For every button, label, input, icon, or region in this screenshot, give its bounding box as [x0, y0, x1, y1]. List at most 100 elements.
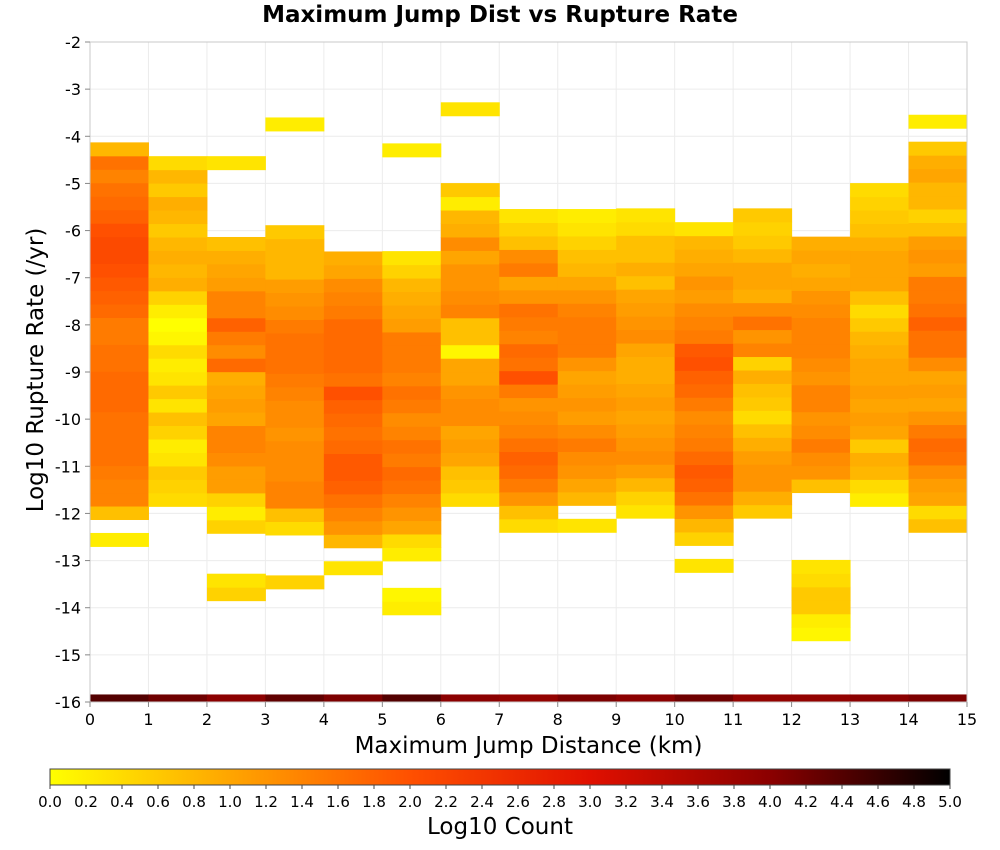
heatmap-cell: [323, 413, 383, 428]
heatmap-cell: [791, 559, 851, 574]
heatmap-cell: [850, 250, 910, 265]
heatmap-cell: [265, 359, 325, 374]
heatmap-cell: [90, 357, 149, 372]
heatmap-cell: [557, 289, 617, 304]
heatmap-cell: [908, 303, 968, 318]
heatmap-cell: [323, 278, 383, 293]
heatmap-cell: [908, 694, 968, 702]
heatmap-cell: [791, 398, 851, 413]
heatmap-cell: [90, 384, 149, 399]
heatmap-cell: [908, 411, 968, 426]
heatmap-cell: [265, 279, 325, 294]
heatmap-cell: [440, 223, 500, 238]
heatmap-cell: [733, 208, 793, 223]
heatmap-cell: [908, 478, 968, 493]
heatmap-cell: [674, 356, 734, 371]
heatmap-cell: [733, 694, 793, 702]
colorbar-tick-label: 3.0: [578, 793, 602, 811]
heatmap-cell: [265, 494, 325, 509]
heatmap-cell: [90, 438, 149, 453]
heatmap-cell: [90, 196, 149, 211]
heatmap-cell: [440, 694, 500, 702]
heatmap-cell: [265, 575, 325, 590]
heatmap-cell: [557, 478, 617, 493]
heatmap-cell: [674, 491, 734, 506]
heatmap-cell: [674, 370, 734, 385]
heatmap-cell: [206, 587, 266, 602]
heatmap-cell: [90, 425, 149, 440]
heatmap-cell: [265, 346, 325, 361]
heatmap-cell: [90, 506, 149, 520]
heatmap-cell: [265, 400, 325, 415]
heatmap-cell: [908, 276, 968, 291]
heatmap-cell: [908, 168, 968, 183]
heatmap-cell: [791, 627, 851, 642]
x-axis-label: Maximum Jump Distance (km): [354, 733, 703, 759]
heatmap-cell: [850, 210, 910, 225]
heatmap-cell: [791, 344, 851, 359]
heatmap-cell: [382, 399, 442, 414]
heatmap-cell: [616, 383, 676, 398]
heatmap-cell: [674, 694, 734, 702]
colorbar-tick-label: 1.6: [326, 793, 350, 811]
heatmap-cell: [382, 305, 442, 319]
heatmap-cell: [382, 439, 442, 454]
heatmap-cell: [499, 384, 559, 399]
x-tick-label: 1: [143, 710, 153, 729]
heatmap-cell: [908, 262, 968, 277]
heatmap-cell: [90, 250, 149, 265]
heatmap-cell: [265, 252, 325, 267]
heatmap-cell: [850, 479, 910, 494]
x-tick-label: 11: [723, 710, 743, 729]
heatmap-cell: [733, 396, 793, 411]
heatmap-cell: [674, 276, 734, 291]
colorbar-tick-label: 4.0: [758, 793, 782, 811]
heatmap-cell: [382, 291, 442, 306]
heatmap-cell: [382, 264, 442, 279]
x-tick-label: 8: [553, 710, 563, 729]
heatmap-cell: [323, 480, 383, 495]
heatmap-cell: [850, 358, 910, 373]
heatmap-cell: [791, 425, 851, 440]
heatmap-cell: [265, 454, 325, 469]
heatmap-cell: [616, 504, 676, 519]
colorbar-tick-label: 3.2: [614, 793, 638, 811]
heatmap-cell: [733, 491, 793, 506]
colorbar-tick-label: 2.2: [434, 793, 458, 811]
heatmap-cell: [206, 412, 266, 427]
heatmap-cell: [908, 235, 968, 250]
heatmap-cell: [616, 275, 676, 290]
x-tick-label: 10: [664, 710, 684, 729]
heatmap-cell: [148, 223, 208, 238]
heatmap-cell: [850, 385, 910, 400]
heatmap-cell: [557, 276, 617, 291]
heatmap-cell: [616, 221, 676, 236]
heatmap-cell: [90, 479, 149, 494]
heatmap-cell: [908, 249, 968, 264]
heatmap-cell: [733, 302, 793, 317]
y-tick-label: -4: [65, 127, 81, 146]
heatmap-cell: [733, 221, 793, 236]
heatmap-cell: [674, 518, 734, 533]
heatmap-cell: [674, 410, 734, 425]
heatmap-cell: [382, 520, 442, 535]
heatmap-cell: [616, 694, 676, 702]
heatmap-cell: [148, 425, 208, 440]
heatmap-cell: [791, 303, 851, 318]
heatmap-cell: [791, 250, 851, 265]
heatmap-cell: [323, 345, 383, 360]
heatmap-cell: [674, 424, 734, 439]
y-tick-label: -8: [65, 316, 81, 335]
heatmap-cell: [323, 318, 383, 333]
heatmap-cell: [206, 519, 266, 534]
heatmap-cell: [440, 317, 500, 332]
heatmap-cell: [791, 694, 851, 702]
heatmap-cell: [908, 384, 968, 399]
y-tick-label: -3: [65, 80, 81, 99]
colorbar-tick-label: 0.2: [74, 793, 98, 811]
heatmap-cell: [382, 385, 442, 400]
heatmap-cell: [674, 316, 734, 331]
heatmap-cell: [440, 344, 500, 359]
